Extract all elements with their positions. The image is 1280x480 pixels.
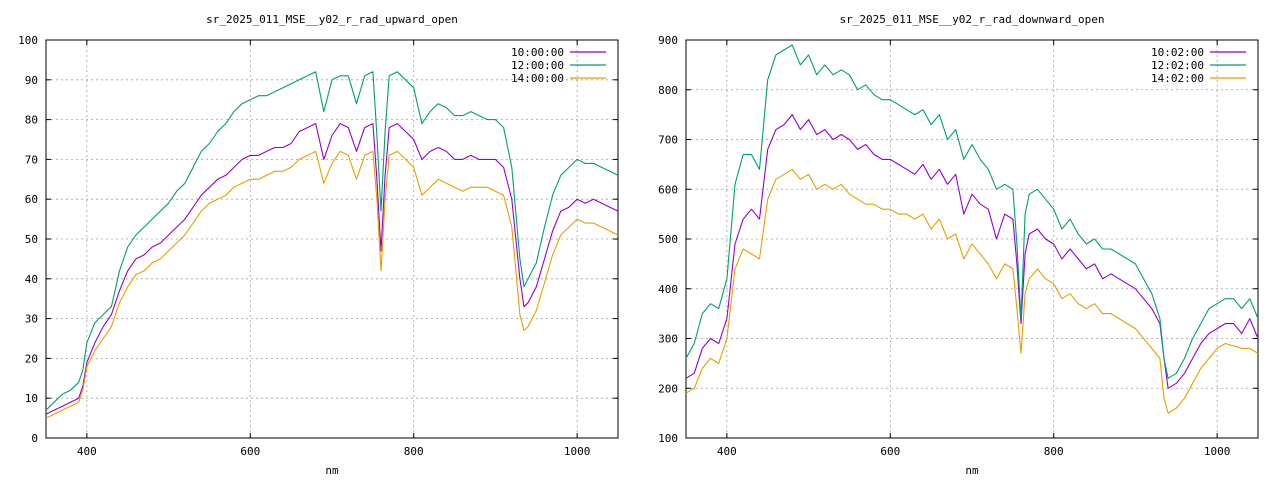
y-tick-label: 70: [25, 153, 38, 166]
y-tick-label: 90: [25, 74, 38, 87]
x-axis-label: nm: [965, 464, 979, 477]
x-tick-label: 1000: [564, 445, 591, 458]
legend-label: 12:00:00: [511, 59, 564, 72]
legend-label: 10:02:00: [1151, 46, 1204, 59]
series-line-2: [685, 44, 1259, 379]
y-tick-label: 100: [18, 34, 38, 47]
y-tick-label: 900: [658, 34, 678, 47]
y-tick-label: 400: [658, 283, 678, 296]
x-axis-label: nm: [325, 464, 339, 477]
y-tick-label: 50: [25, 233, 38, 246]
x-tick-label: 1000: [1204, 445, 1231, 458]
series-line-3: [685, 168, 1259, 414]
y-tick-label: 20: [25, 352, 38, 365]
x-tick-label: 600: [880, 445, 900, 458]
legend-label: 14:02:00: [1151, 72, 1204, 85]
y-tick-label: 80: [25, 114, 38, 127]
y-tick-label: 10: [25, 392, 38, 405]
chart-panel-1: 400 600 800 1000 0 10 20 30 40 50 60 70 80 90 100 sr_20…: [18, 13, 619, 477]
y-tick-label: 800: [658, 84, 678, 97]
series-line-3: [45, 150, 619, 419]
x-tick-label: 400: [717, 445, 737, 458]
chart-title: sr_2025_011_MSE__y02_r_rad_upward_open: [206, 13, 458, 26]
y-tick-label: 0: [31, 432, 38, 445]
x-tick-label: 400: [77, 445, 97, 458]
chart-title: sr_2025_011_MSE__y02_r_rad_downward_open: [840, 13, 1105, 26]
legend-label: 14:00:00: [511, 72, 564, 85]
x-tick-label: 600: [240, 445, 260, 458]
y-tick-label: 700: [658, 134, 678, 147]
y-tick-label: 600: [658, 183, 678, 196]
series-line-2: [45, 71, 619, 411]
legend-label: 12:02:00: [1151, 59, 1204, 72]
y-tick-label: 60: [25, 193, 38, 206]
y-tick-label: 100: [658, 432, 678, 445]
y-tick-label: 500: [658, 233, 678, 246]
y-tick-label: 30: [25, 313, 38, 326]
x-tick-label: 800: [1044, 445, 1064, 458]
y-tick-label: 40: [25, 273, 38, 286]
chart-panel-2: 400 600 800 1000 100 200 300 400 500 600 700 800 900…: [658, 13, 1259, 477]
series-line-1: [45, 123, 619, 415]
y-tick-label: 300: [658, 333, 678, 346]
x-tick-label: 800: [404, 445, 424, 458]
y-tick-label: 200: [658, 382, 678, 395]
series-line-1: [685, 114, 1259, 389]
legend-label: 10:00:00: [511, 46, 564, 59]
